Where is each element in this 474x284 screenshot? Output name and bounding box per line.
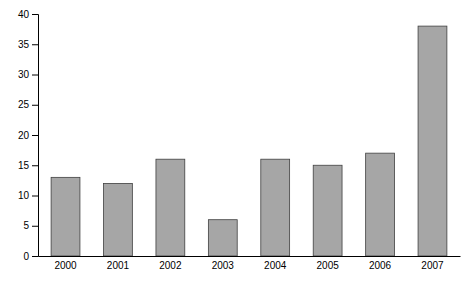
plot-area: 0 5 10 15 20 25 30 35 40 2000 2001 2002 2003 2004 2005…: [18, 9, 461, 271]
x-tick: 2001: [107, 260, 130, 271]
bar: [418, 26, 447, 256]
y-tick-mark: [32, 75, 38, 76]
x-tick-label: 2003: [212, 260, 235, 271]
x-tick: 2000: [54, 260, 77, 271]
y-tick-mark: [32, 135, 38, 136]
y-tick-mark: [32, 256, 38, 257]
bar: [104, 183, 133, 256]
y-tick-mark: [32, 44, 38, 45]
y-tick-label: 15: [18, 160, 30, 171]
x-tick-label: 2001: [107, 260, 130, 271]
bar: [208, 220, 237, 256]
y-tick-mark: [32, 14, 38, 15]
y-tick: 40: [18, 9, 38, 20]
x-tick: 2003: [212, 260, 235, 271]
y-tick-label: 40: [18, 9, 30, 20]
y-tick: 35: [18, 39, 38, 50]
x-tick-label: 2005: [317, 260, 340, 271]
y-tick: 10: [18, 190, 38, 201]
bars: [51, 26, 447, 256]
y-tick-label: 20: [18, 130, 30, 141]
bar: [156, 159, 185, 256]
x-tick-label: 2000: [54, 260, 77, 271]
y-tick-label: 35: [18, 39, 30, 50]
y-tick: 5: [23, 220, 38, 231]
bar: [366, 153, 395, 256]
y-tick-label: 0: [23, 251, 29, 262]
x-tick: 2002: [159, 260, 182, 271]
y-axis-line: [32, 15, 39, 257]
bar: [261, 159, 290, 256]
x-tick: 2004: [264, 260, 287, 271]
y-tick: 25: [18, 99, 38, 110]
bar: [313, 165, 342, 256]
y-tick-label: 30: [18, 69, 30, 80]
chart-container: 0 5 10 15 20 25 30 35 40 2000 2001 2002 2003 2004 2005…: [0, 0, 474, 284]
y-tick-label: 10: [18, 190, 30, 201]
x-tick: 2006: [369, 260, 392, 271]
y-tick-label: 25: [18, 99, 30, 110]
y-tick-mark: [32, 165, 38, 166]
y-tick-mark: [32, 196, 38, 197]
bar: [51, 177, 80, 256]
y-tick-mark: [32, 226, 38, 227]
y-tick: 30: [18, 69, 38, 80]
x-axis-line: [39, 256, 461, 257]
x-tick-label: 2006: [369, 260, 392, 271]
y-tick: 0: [23, 251, 38, 262]
y-tick-label: 5: [23, 220, 29, 231]
y-tick: 20: [18, 130, 38, 141]
x-axis: 2000 2001 2002 2003 2004 2005 2006 2007: [39, 257, 461, 272]
x-tick: 2005: [317, 260, 340, 271]
x-tick-label: 2004: [264, 260, 287, 271]
y-tick-mark: [32, 105, 38, 106]
x-tick-label: 2007: [421, 260, 444, 271]
y-axis: 0 5 10 15 20 25 30 35 40: [18, 9, 39, 262]
x-tick: 2007: [421, 260, 444, 271]
x-tick-label: 2002: [159, 260, 182, 271]
y-tick: 15: [18, 160, 38, 171]
chart-svg: 0 5 10 15 20 25 30 35 40 2000 2001 2002 2003 2004 2005…: [0, 0, 474, 284]
